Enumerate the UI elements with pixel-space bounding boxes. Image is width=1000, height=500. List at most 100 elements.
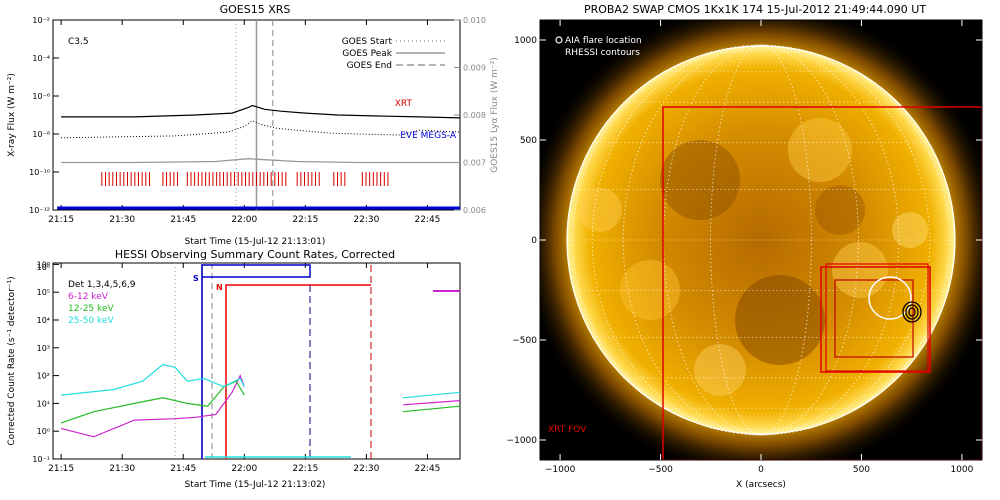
x-tick-label: 22:15	[292, 215, 318, 225]
aia-flare-location	[868, 276, 912, 320]
legend-goes-end: GOES End	[347, 61, 392, 71]
y-tick-label: 0	[531, 236, 537, 246]
legend-goes-start: GOES Start	[342, 37, 393, 47]
y-tick-label: 10⁻⁴	[32, 54, 50, 63]
xrt-label: XRT	[395, 99, 413, 109]
xrt-fov-label: XRT FOV	[548, 425, 587, 435]
flare-class: C3.5	[68, 37, 89, 47]
y-tick-label: 10⁻⁸	[32, 130, 50, 139]
hessi-legend: Det 1,3,4,5,6,9 6-12 keV 12-25 keV 25-50…	[68, 280, 136, 326]
y-tick-label: −500	[512, 336, 537, 346]
swap-title: PROBA2 SWAP CMOS 1Kx1K 174 15-Jul-2012 2…	[584, 3, 926, 16]
goes-title: GOES15 XRS	[220, 3, 291, 16]
xrt-fov-box-1	[820, 266, 931, 373]
x-tick-label: 500	[853, 465, 870, 475]
y-tick-label: 10⁰	[37, 427, 50, 436]
rhessi-contours	[902, 301, 922, 323]
sun-texture	[578, 118, 928, 396]
right-tick-label: 0.008	[463, 111, 486, 120]
legend-6-12: 6-12 keV	[68, 292, 109, 302]
hessi-x-axis: 21:15 21:30 21:45 22:00 22:15 22:30 22:45	[48, 263, 440, 474]
xrt-fov-large	[662, 106, 982, 460]
x-tick-label: −500	[648, 465, 673, 475]
x-tick-label: −1000	[545, 465, 576, 475]
legend-12-25: 12-25 keV	[68, 304, 114, 314]
x-tick-label: 21:30	[109, 215, 135, 225]
sun-disk	[567, 46, 955, 434]
longitude-line	[663, 44, 859, 436]
x-tick-label: 22:45	[414, 464, 440, 474]
legend-aia-symbol	[555, 36, 563, 44]
y-tick-label: 10³	[37, 344, 50, 353]
goes-right-label: GOES15 Lyα Flux (W m⁻²)	[490, 57, 500, 173]
hessi-12-25-late-series	[402, 405, 460, 413]
goes-y-axis: 10⁻² 10⁻⁴ 10⁻⁶ 10⁻⁸ 10⁻¹⁰ 10⁻¹²	[29, 16, 59, 215]
hessi-s-flag-box	[201, 264, 311, 459]
swap-y-axis: 1000 500 0 −500 −1000	[507, 36, 982, 446]
y-tick-label: 10⁶	[37, 260, 50, 269]
goes-legend: GOES Start GOES Peak GOES End	[342, 37, 445, 71]
hessi-25-50-series	[61, 363, 245, 396]
legend-aia: AIA flare location	[565, 36, 642, 46]
hessi-n-flag: N	[216, 283, 223, 292]
y-tick-label: 10⁻¹²	[29, 206, 50, 215]
x-tick-label: 22:00	[231, 215, 257, 225]
right-tick-label: 0.007	[463, 159, 486, 168]
goes-y-label: X-ray Flux (W m⁻²)	[7, 73, 17, 157]
x-tick-label: 1000	[950, 465, 973, 475]
hessi-plot-frame	[52, 262, 461, 460]
y-tick-label: 10¹	[37, 399, 50, 408]
y-tick-label: 10⁻²	[32, 16, 50, 25]
y-tick-label: 10⁸	[37, 263, 50, 272]
x-tick-label: 22:15	[292, 464, 318, 474]
goes-lya-series	[61, 158, 460, 164]
hessi-6-12-series	[60, 374, 245, 438]
xrt-coverage-ticks	[101, 172, 389, 186]
y-tick-label: 10⁵	[37, 288, 50, 297]
swap-legend: AIA flare location RHESSI contours	[555, 36, 642, 58]
y-tick-label: 10⁴	[37, 316, 50, 325]
hessi-25-50-late-series	[402, 391, 460, 399]
y-tick-label: 10²	[37, 372, 50, 381]
x-tick-label: 22:00	[231, 464, 257, 474]
legend-25-50: 25-50 keV	[68, 316, 114, 326]
x-tick-label: 21:45	[170, 464, 196, 474]
goes-right-axis: 0.010 0.009 0.008 0.007 0.006	[454, 16, 486, 215]
y-tick-label: 10⁻¹	[32, 455, 50, 464]
hessi-6-12-late-series	[402, 400, 460, 406]
y-tick-label: 10⁻⁶	[32, 92, 50, 101]
right-tick-label: 0.009	[463, 64, 486, 73]
hessi-y-axis: 10⁶ 10⁵ 10⁴ 10³ 10² 10¹ 10⁰ 10⁻¹ 10⁸	[32, 260, 59, 464]
x-tick-label: 21:15	[48, 215, 74, 225]
eve-label: EVE MEGS-A	[400, 131, 457, 141]
hessi-n-flag-line	[225, 284, 371, 459]
x-tick-label: 0	[758, 465, 764, 475]
y-tick-label: −1000	[507, 436, 538, 446]
swap-x-label: X (arcsecs)	[736, 480, 786, 490]
hessi-panel: HESSI Observing Summary Count Rates, Cor…	[7, 248, 461, 490]
x-tick-label: 22:30	[353, 464, 379, 474]
longitude-line	[591, 44, 931, 436]
y-tick-label: 500	[520, 136, 537, 146]
legend-detectors: Det 1,3,4,5,6,9	[68, 280, 136, 290]
x-tick-label: 22:30	[353, 215, 379, 225]
y-tick-label: 10⁻¹⁰	[29, 168, 50, 177]
x-tick-label: 21:30	[109, 464, 135, 474]
swap-x-axis: −1000 −500 0 500 1000	[545, 20, 974, 475]
goes-long-series	[61, 104, 460, 119]
goes-panel: GOES15 XRS 21:15 21:30 21:45 22:00 22:15 22:3…	[7, 3, 500, 247]
y-tick-label: 1000	[514, 36, 537, 46]
swap-panel: PROBA2 SWAP CMOS 1Kx1K 174 15-Jul-2012 2…	[507, 3, 983, 490]
right-tick-label: 0.006	[463, 206, 486, 215]
hessi-12-25-series	[60, 380, 245, 424]
goes-x-label: Start Time (15-Jul-12 21:13:01)	[185, 237, 326, 247]
hessi-y-label: Corrected Count Rate (s⁻¹ detector⁻¹)	[7, 276, 17, 445]
longitude-line	[572, 44, 950, 436]
hessi-s-flag: S	[193, 274, 199, 283]
xrt-fov-box-2	[825, 263, 929, 372]
heliographic-grid	[566, 44, 956, 436]
x-tick-label: 22:45	[414, 215, 440, 225]
right-tick-label: 0.010	[463, 16, 486, 25]
hessi-x-label: Start Time (15-Jul-12 21:13:02)	[185, 480, 326, 490]
